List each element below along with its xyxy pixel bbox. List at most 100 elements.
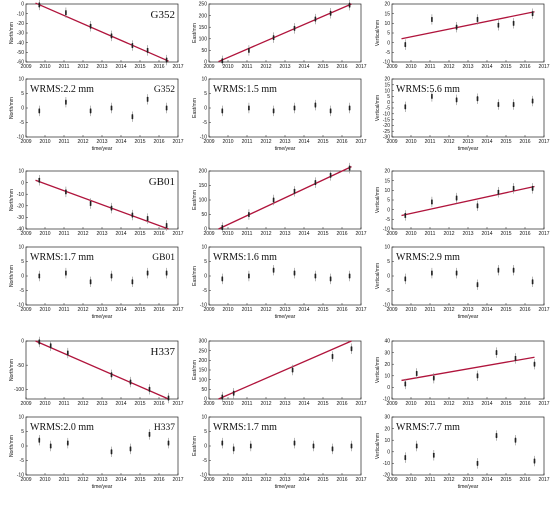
y-tick-label: -50 — [17, 363, 24, 369]
data-point — [331, 353, 334, 356]
x-axis-label: time/year — [458, 146, 479, 152]
y-tick-label: 0 — [21, 444, 24, 450]
panel-h337-north: 2009 2010 2011 2012 2013 2014 2015 2016 2017 -100… — [9, 336, 184, 407]
data-point — [38, 2, 41, 5]
data-point — [512, 267, 515, 270]
x-tick-label: 2014 — [481, 307, 492, 313]
x-tick-label: 2015 — [134, 477, 145, 483]
x-tick-label: 2010 — [222, 64, 233, 70]
x-tick-label: 2012 — [443, 401, 454, 407]
y-axis-label: North/mm — [9, 359, 15, 381]
y-tick-label: -10 — [383, 461, 390, 467]
x-tick-label: 2016 — [336, 139, 347, 145]
x-tick-label: 2015 — [134, 307, 145, 313]
data-point — [514, 437, 517, 440]
panel-g352-vertical-residual: 2009 2010 2011 2012 2013 2014 2015 2016 2017-30-… — [375, 77, 550, 152]
x-tick-label: 2012 — [77, 477, 88, 483]
x-tick-label: 2014 — [115, 139, 126, 145]
data-point — [165, 222, 168, 225]
data-point — [38, 108, 41, 111]
trend-line — [401, 185, 535, 217]
data-point — [512, 20, 515, 23]
data-point — [221, 58, 224, 61]
plot-frame — [208, 78, 362, 138]
y-tick-label: 100 — [199, 37, 208, 43]
trend-line — [218, 166, 352, 230]
panel-h337-east: 2009 2010 2011 2012 2013 2014 2015 2016 2017 0 50 1… — [192, 339, 367, 407]
data-point — [131, 212, 134, 215]
data-point — [497, 189, 500, 192]
x-tick-label: 2014 — [481, 477, 492, 483]
x-tick-label: 2010 — [39, 477, 50, 483]
y-tick-label: 0 — [204, 106, 207, 112]
wrms-label: WRMS:2.2 mm — [30, 84, 94, 95]
x-tick-label: 2011 — [242, 64, 253, 70]
data-point — [131, 114, 134, 116]
x-tick-label: 2009 — [203, 139, 214, 145]
data-point — [314, 102, 317, 105]
y-axis-label: North/mm — [9, 435, 15, 457]
data-point — [38, 437, 41, 440]
x-tick-label: 2010 — [222, 231, 233, 237]
plot-frame — [208, 170, 362, 230]
data-point — [291, 367, 294, 370]
x-tick-label: 2015 — [134, 64, 145, 70]
x-tick-label: 2016 — [336, 307, 347, 313]
x-tick-label: 2014 — [481, 139, 492, 145]
y-tick-label: 15 — [384, 178, 390, 184]
x-tick-label: 2017 — [172, 231, 183, 237]
y-tick-label: 100 — [199, 198, 208, 204]
x-tick-label: 2013 — [279, 307, 290, 313]
y-axis-label: Vertical/mm — [375, 187, 381, 213]
y-tick-label: 50 — [201, 387, 207, 393]
data-point — [131, 43, 134, 45]
x-axis-label: time/year — [458, 484, 479, 490]
x-tick-label: 2017 — [172, 477, 183, 483]
data-point — [89, 279, 92, 282]
y-tick-label: 0 — [21, 106, 24, 112]
data-point — [232, 446, 235, 449]
x-axis-label: time/year — [92, 146, 113, 152]
x-tick-label: 2014 — [115, 64, 126, 70]
y-tick-label: 20 — [384, 77, 390, 83]
data-point — [110, 372, 113, 375]
x-tick-label: 2017 — [538, 401, 549, 407]
station-label: H337 — [151, 346, 176, 358]
y-tick-label: -40 — [17, 227, 24, 233]
wrms-label: WRMS:1.5 mm — [213, 84, 277, 95]
wrms-label: WRMS:2.9 mm — [396, 252, 460, 263]
data-point — [531, 98, 534, 101]
x-tick-label: 2015 — [500, 477, 511, 483]
x-tick-label: 2010 — [405, 401, 416, 407]
data-point — [272, 35, 275, 37]
y-tick-label: 0 — [387, 100, 390, 106]
panel-g352-north-residual: 2009 2010 2011 2012 2013 2014 2015 2016 2017 -10 -… — [9, 77, 184, 152]
y-tick-label: 10 — [201, 77, 207, 83]
x-tick-label: 2014 — [115, 477, 126, 483]
x-tick-label: 2010 — [405, 307, 416, 313]
data-point — [512, 185, 515, 188]
x-tick-label: 2011 — [242, 231, 253, 237]
x-tick-label: 2014 — [298, 139, 309, 145]
x-tick-label: 2016 — [153, 477, 164, 483]
y-tick-label: 0 — [204, 274, 207, 280]
x-tick-label: 2009 — [20, 64, 31, 70]
data-point — [110, 33, 113, 36]
x-tick-label: 2012 — [260, 477, 271, 483]
x-axis-label: time/year — [92, 484, 113, 490]
y-tick-label: 150 — [199, 183, 208, 189]
x-tick-label: 2017 — [538, 64, 549, 70]
y-tick-label: 40 — [384, 339, 390, 345]
y-tick-label: 0 — [21, 339, 24, 345]
y-tick-label: 100 — [199, 377, 208, 383]
y-tick-label: 15 — [384, 11, 390, 17]
x-tick-label: 2014 — [115, 307, 126, 313]
x-tick-label: 2012 — [77, 139, 88, 145]
data-point — [533, 361, 536, 364]
data-point — [146, 47, 149, 50]
wrms-label: WRMS:1.6 mm — [213, 252, 277, 263]
y-tick-label: 0 — [21, 274, 24, 280]
y-tick-label: 5 — [204, 259, 207, 265]
x-tick-label: 2016 — [519, 139, 530, 145]
x-tick-label: 2016 — [519, 64, 530, 70]
